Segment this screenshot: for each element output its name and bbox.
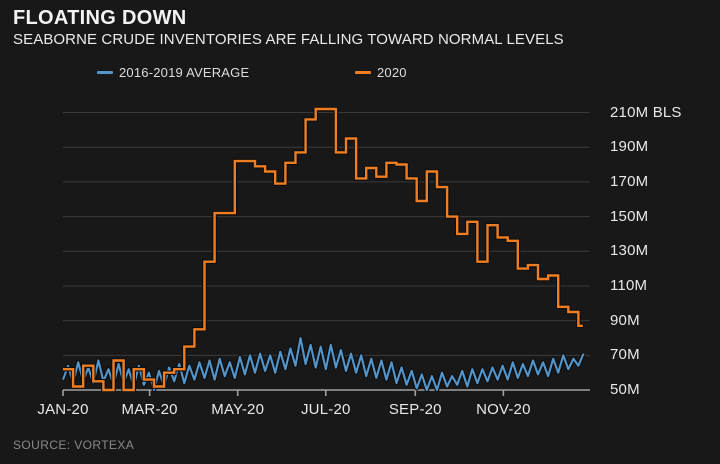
- y-axis-label: 210M BLS: [610, 103, 682, 121]
- x-axis-label: MAY-20: [211, 401, 265, 418]
- orange-line-swatch-icon: [355, 70, 371, 74]
- x-axis-label: NOV-20: [476, 401, 531, 418]
- chart-subtitle: SEABORNE CRUDE INVENTORIES ARE FALLING T…: [13, 31, 564, 48]
- source-label: SOURCE: VORTEXA: [13, 438, 135, 452]
- legend-label-average: 2016-2019 AVERAGE: [119, 64, 250, 80]
- y-axis-label: 50M: [610, 381, 640, 398]
- series-average-outline: [60, 335, 586, 393]
- legend-item-2020: 2020: [355, 64, 407, 80]
- legend-label-2020: 2020: [377, 64, 407, 80]
- y-axis-label: 150M: [610, 207, 649, 225]
- y-axis-label: 110M: [610, 276, 648, 294]
- chart-title: FLOATING DOWN: [13, 7, 187, 29]
- y-axis-label: 170M: [610, 172, 649, 190]
- series-average-line: [62, 336, 585, 392]
- x-axis-label: JUL-20: [300, 401, 351, 418]
- x-axis-label: SEP-20: [388, 401, 442, 418]
- legend-item-average: 2016-2019 AVERAGE: [97, 64, 249, 80]
- blue-line-swatch-icon: [97, 70, 113, 74]
- x-axis-label: JAN-20: [37, 401, 89, 418]
- y-axis-label: 90M: [610, 311, 640, 329]
- x-axis-label: MAR-20: [121, 401, 178, 418]
- y-axis-label: 190M: [610, 138, 649, 156]
- series-2020-line: [63, 107, 583, 392]
- y-axis-label: 70M: [610, 346, 640, 364]
- y-axis-label: 130M: [610, 242, 649, 260]
